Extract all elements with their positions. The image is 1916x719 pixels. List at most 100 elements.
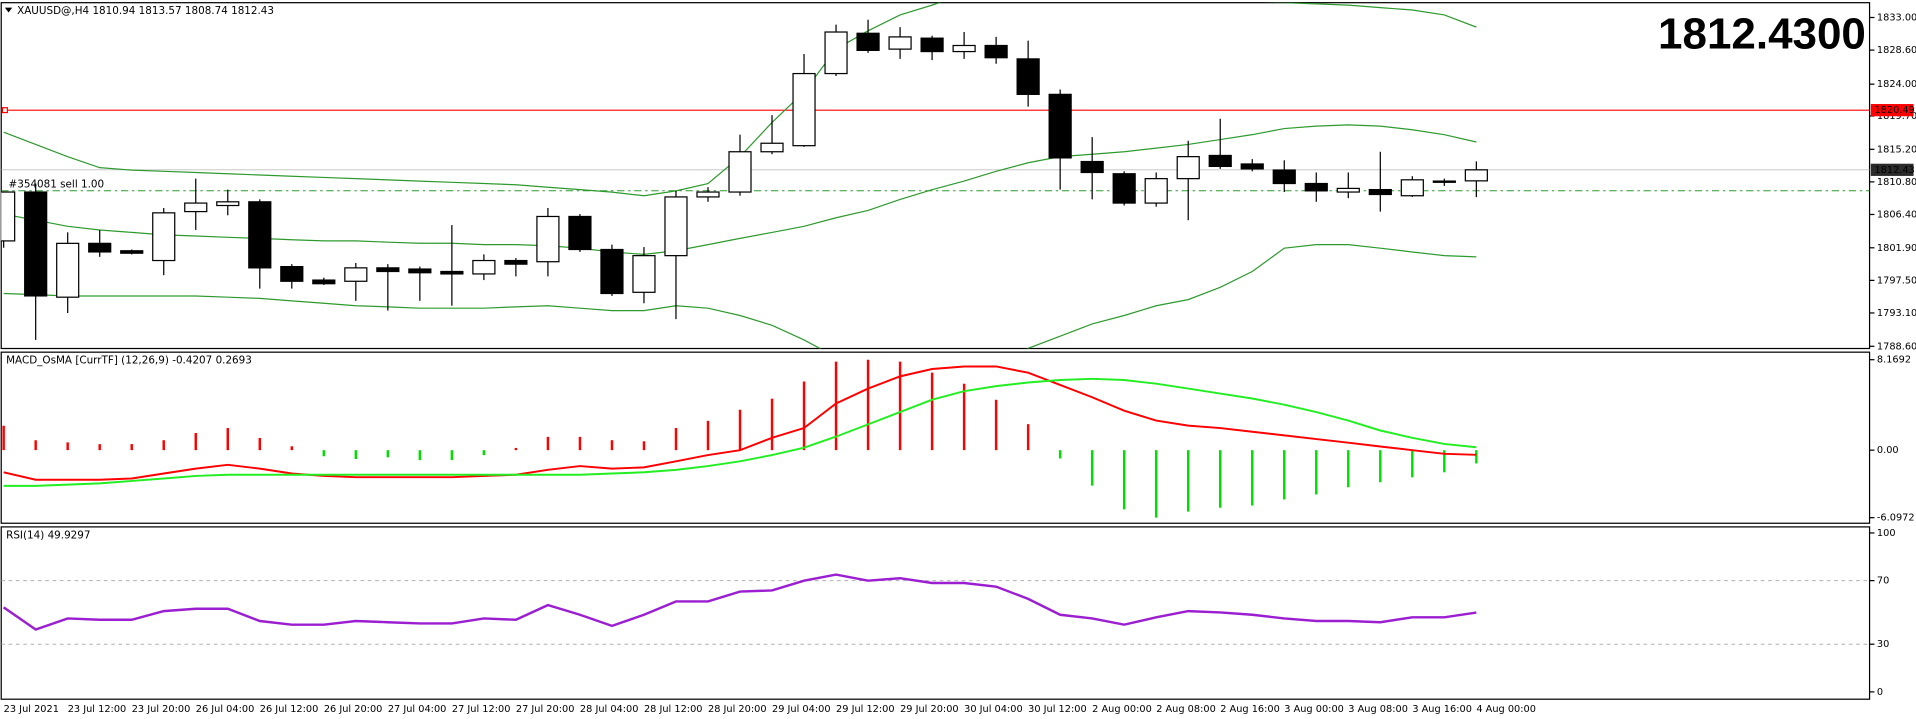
candle-body xyxy=(440,270,464,275)
x-tick-label: 23 Jul 12:00 xyxy=(68,704,127,715)
x-tick-label: 26 Jul 12:00 xyxy=(260,704,319,715)
x-tick-label: 2 Aug 00:00 xyxy=(1092,704,1152,715)
macd-name: MACD_OsMA [CurrTF] (12,26,9) xyxy=(6,355,169,367)
candle-body xyxy=(312,279,336,285)
y-tick-label: 1806.40 xyxy=(1877,209,1916,220)
candle-body xyxy=(1272,169,1296,185)
x-tick-label: 26 Jul 20:00 xyxy=(324,704,383,715)
x-tick-label: 2 Aug 16:00 xyxy=(1220,704,1280,715)
indicator-line xyxy=(3,365,1477,481)
y-tick-label: 1810.80 xyxy=(1877,177,1916,188)
candle-body xyxy=(1016,58,1040,95)
candle-body xyxy=(568,215,592,251)
x-tick-label: 3 Aug 08:00 xyxy=(1348,704,1408,715)
line-handle xyxy=(1,107,8,114)
candle-body xyxy=(504,259,528,265)
candle-body xyxy=(24,191,48,297)
candle-body xyxy=(472,259,496,275)
x-tick-label: 23 Jul 20:00 xyxy=(132,704,191,715)
candle-body xyxy=(248,201,272,269)
y-tick-label: 1801.90 xyxy=(1877,243,1916,254)
y-tick-label: 1819.70 xyxy=(1877,111,1916,122)
candle-body xyxy=(632,255,656,293)
price-tag xyxy=(1870,163,1914,176)
y-tick-label: 1788.60 xyxy=(1877,341,1916,352)
candle-body xyxy=(1336,187,1360,193)
order-label: #354081 sell 1.00 xyxy=(9,179,105,191)
candle-body xyxy=(152,212,176,262)
rsi-name: RSI(14) xyxy=(6,529,44,541)
y-tick-label: 8.1692 xyxy=(1877,355,1911,366)
candle-body xyxy=(984,44,1008,59)
y-tick-label: 30 xyxy=(1877,639,1889,650)
x-tick-label: 29 Jul 12:00 xyxy=(836,704,895,715)
high-value: 1813.57 xyxy=(139,5,182,17)
y-tick-label: 1815.20 xyxy=(1877,144,1916,155)
indicator-line xyxy=(2,573,1477,631)
candle-body xyxy=(280,265,304,282)
candle-body xyxy=(1208,154,1232,168)
candle-body xyxy=(1432,180,1456,183)
macd-value: -0.4207 xyxy=(172,355,212,367)
y-tick-label: 1833.00 xyxy=(1877,13,1916,24)
price-display: 1812.4300 xyxy=(1658,10,1866,59)
y-tick-label: 1797.50 xyxy=(1877,275,1916,286)
x-tick-label: 29 Jul 20:00 xyxy=(900,704,959,715)
x-tick-label: 23 Jul 2021 xyxy=(4,704,59,715)
candle-body xyxy=(728,151,752,193)
candle-body xyxy=(1304,182,1328,192)
x-tick-label: 28 Jul 20:00 xyxy=(708,704,767,715)
x-tick-label: 27 Jul 04:00 xyxy=(388,704,447,715)
indicator-line xyxy=(3,377,1477,487)
candle-body xyxy=(408,268,432,274)
x-tick-label: 2 Aug 08:00 xyxy=(1156,704,1216,715)
candle-body xyxy=(952,44,976,53)
panel-frame xyxy=(0,351,1871,524)
candle-body xyxy=(856,32,880,51)
x-tick-label: 30 Jul 12:00 xyxy=(1028,704,1087,715)
close-value: 1812.43 xyxy=(231,5,274,17)
rsi-value: 49.9297 xyxy=(48,529,91,541)
y-tick-label: 70 xyxy=(1877,576,1889,587)
signal-value: 0.2693 xyxy=(216,355,252,367)
x-tick-label: 28 Jul 04:00 xyxy=(580,704,639,715)
x-tick-label: 3 Aug 00:00 xyxy=(1284,704,1344,715)
price-tag xyxy=(1870,104,1914,117)
x-tick-label: 3 Aug 16:00 xyxy=(1412,704,1472,715)
candle-body xyxy=(56,242,80,298)
menu-arrow xyxy=(4,7,13,13)
x-tick-label: 29 Jul 04:00 xyxy=(772,704,831,715)
y-tick-label: -6.0972 xyxy=(1877,513,1915,524)
candle-body xyxy=(888,36,912,50)
overlay: XAUUSD@,H4 1810.94 1813.57 1808.74 1812.… xyxy=(4,5,1866,541)
candle-body xyxy=(1048,93,1072,159)
y-tick-label: 0 xyxy=(1877,687,1883,698)
x-tick-label: 27 Jul 12:00 xyxy=(452,704,511,715)
candle-body xyxy=(1,191,16,242)
candle-body xyxy=(792,72,816,147)
candle-body xyxy=(376,267,400,273)
panel xyxy=(2,359,1478,518)
y-tick-label: 1824.00 xyxy=(1877,79,1916,90)
candle-body xyxy=(1080,160,1104,174)
symbol: XAUUSD@,H4 xyxy=(17,5,89,17)
candle-body xyxy=(664,196,688,257)
x-tick-label: 26 Jul 04:00 xyxy=(196,704,255,715)
candle-body xyxy=(216,201,240,207)
rsi-header: RSI(14) 49.9297 xyxy=(6,529,90,541)
candle-body xyxy=(920,37,944,53)
macd-header: MACD_OsMA [CurrTF] (12,26,9) -0.4207 0.2… xyxy=(6,355,252,367)
candle-body xyxy=(1368,188,1392,196)
panel xyxy=(1,573,1870,645)
y-tick-label: 1828.60 xyxy=(1877,45,1916,56)
x-tick-label: 30 Jul 04:00 xyxy=(964,704,1023,715)
candle-body xyxy=(88,242,112,253)
x-tick-label: 27 Jul 20:00 xyxy=(516,704,575,715)
price-tag-label: 1820.49 xyxy=(1874,105,1914,116)
candle-body xyxy=(600,248,624,295)
band-line xyxy=(3,244,1477,349)
candle-body xyxy=(760,142,784,153)
candle-body xyxy=(184,202,208,213)
